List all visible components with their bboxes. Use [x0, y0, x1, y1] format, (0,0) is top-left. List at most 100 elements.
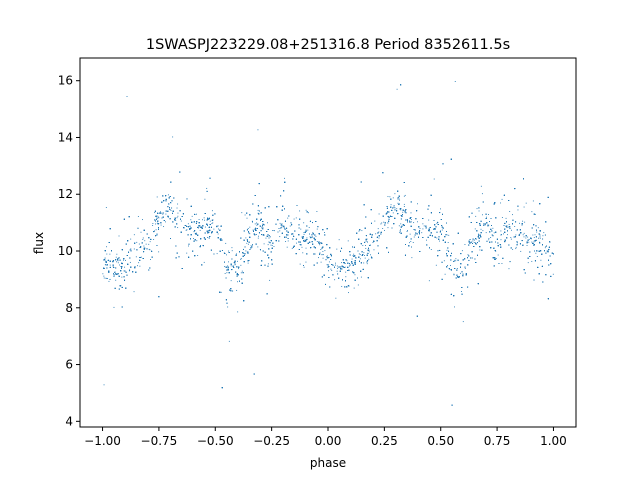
data-point — [508, 268, 510, 270]
data-point — [103, 275, 105, 277]
data-point — [255, 230, 257, 231]
data-point — [326, 255, 328, 257]
data-point — [154, 212, 156, 214]
data-point — [240, 264, 242, 266]
data-point — [128, 270, 130, 272]
data-point — [383, 221, 385, 223]
data-point — [451, 269, 452, 271]
data-point — [519, 233, 521, 235]
data-point — [363, 255, 365, 256]
data-point — [137, 265, 139, 267]
data-point — [363, 252, 365, 254]
data-point — [326, 257, 328, 259]
chart-title: 1SWASPJ223229.08+251316.8 Period 8352611… — [146, 37, 510, 53]
data-point — [369, 244, 371, 246]
data-point — [199, 225, 201, 226]
data-point — [318, 257, 319, 259]
data-point — [537, 227, 539, 229]
data-point — [467, 254, 469, 256]
data-point — [515, 234, 517, 236]
data-point — [195, 232, 197, 234]
data-point — [512, 214, 513, 216]
data-point — [308, 212, 309, 214]
data-point — [412, 242, 414, 243]
data-point — [261, 226, 263, 228]
data-point — [426, 239, 427, 241]
data-point — [328, 257, 330, 259]
data-point — [364, 257, 366, 259]
data-point — [336, 265, 338, 267]
data-point — [534, 234, 536, 236]
data-point — [211, 223, 213, 225]
data-point — [140, 231, 142, 233]
data-point — [155, 229, 157, 231]
data-point — [515, 246, 517, 248]
data-point — [475, 238, 477, 240]
data-point — [352, 255, 354, 257]
data-point — [257, 235, 259, 237]
data-point — [396, 88, 398, 90]
data-point — [378, 237, 380, 239]
data-point — [163, 226, 165, 228]
data-point — [226, 254, 227, 256]
data-point — [501, 233, 502, 235]
data-point — [472, 240, 474, 242]
data-point — [246, 251, 248, 253]
data-point — [293, 218, 295, 220]
data-point — [453, 273, 455, 275]
data-point — [531, 238, 532, 240]
data-point — [402, 211, 404, 213]
data-point — [411, 257, 413, 259]
data-point — [104, 267, 105, 269]
data-point — [319, 244, 321, 246]
data-point — [387, 196, 389, 198]
data-point — [291, 247, 293, 249]
data-point — [203, 217, 205, 219]
data-point — [208, 218, 210, 220]
data-point — [430, 249, 432, 250]
data-point — [290, 222, 292, 224]
data-point — [532, 200, 534, 202]
data-point — [148, 243, 150, 245]
data-point — [271, 244, 273, 246]
data-point — [331, 269, 333, 271]
data-point — [108, 280, 110, 282]
data-point — [433, 178, 435, 180]
data-point — [238, 268, 240, 270]
data-point — [501, 263, 503, 264]
data-point — [303, 232, 305, 234]
data-point — [526, 245, 528, 246]
data-point — [322, 254, 324, 256]
data-point — [225, 242, 227, 244]
data-point — [142, 238, 144, 240]
data-point — [172, 136, 174, 138]
data-point — [328, 261, 330, 263]
data-point — [501, 217, 503, 218]
data-point — [447, 265, 449, 266]
data-point — [211, 210, 213, 212]
data-point — [399, 199, 401, 201]
data-point — [114, 272, 116, 274]
data-point — [118, 235, 120, 237]
data-point — [338, 239, 340, 241]
data-point — [197, 227, 199, 229]
data-point — [446, 234, 448, 236]
data-point — [500, 239, 502, 241]
data-point — [384, 229, 385, 231]
data-point — [419, 227, 421, 229]
data-point — [139, 265, 141, 267]
data-point — [480, 185, 482, 187]
data-point — [267, 244, 269, 246]
data-point — [436, 222, 438, 224]
data-point — [348, 265, 350, 267]
data-point — [198, 226, 200, 228]
data-point — [485, 232, 487, 234]
data-point — [121, 276, 123, 278]
data-point — [156, 222, 158, 224]
data-point — [488, 239, 490, 241]
data-point — [121, 273, 123, 275]
data-point — [237, 260, 238, 262]
data-point — [112, 266, 114, 268]
data-point — [495, 250, 497, 252]
